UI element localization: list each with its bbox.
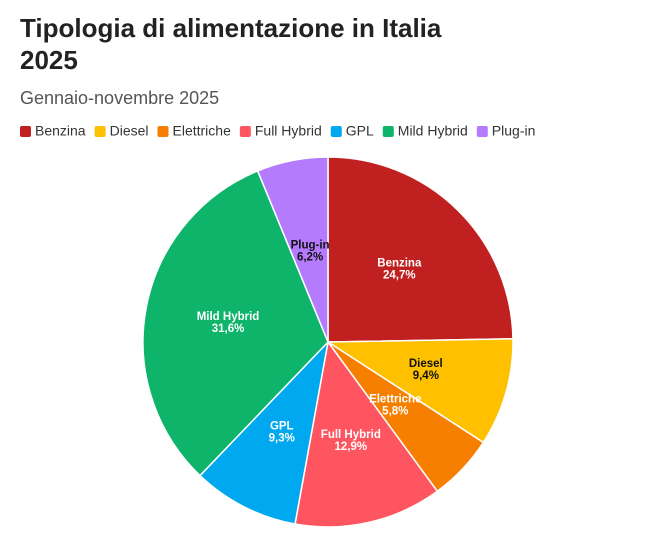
pie-slice [256,156,329,343]
legend-swatch [330,126,342,137]
slice-label-value: 9,3% [269,433,295,445]
slice-label-name: Benzina [377,257,422,269]
legend-label: Plug-in [492,123,536,139]
slice-label-value: 5,8% [382,406,408,418]
slice-label-name: Plug-in [291,239,330,251]
slice-label-name: Diesel [409,358,443,370]
pie-slice [198,339,330,525]
slice-label-name: GPL [270,421,294,433]
legend-label: Diesel [110,123,149,139]
legend-swatch [20,126,31,137]
slice-label-value: 24,7% [383,269,416,281]
chart-title: Tipologia di alimentazione in Italia 2025 [20,13,442,75]
legend-swatch [94,126,106,137]
legend-label: GPL [346,123,374,139]
slice-label-value: 12,9% [335,441,368,453]
slice-label-name: Elettriche [369,394,421,406]
slice-label-name: Mild Hybrid [197,311,260,323]
legend-swatch [476,126,488,137]
pie-slice [325,338,514,444]
pie-slice [142,169,329,477]
legend-swatch [239,126,251,137]
slice-label-value: 31,6% [212,323,245,335]
legend-swatch [382,126,394,137]
pie-slice [294,340,439,528]
legend-label: Mild Hybrid [398,123,468,139]
slice-label-value: 6,2% [297,251,323,263]
legend-label: Elettriche [173,123,232,139]
slice-label-name: Full Hybrid [321,429,381,441]
slice-label-value: 9,4% [413,370,439,382]
legend: Benzina Diesel Elettriche Full Hybrid GPL Mil… [20,123,535,139]
chart-subtitle: Gennaio-novembre 2025 [20,88,219,108]
legend-swatch [157,126,169,137]
pie-slice [327,156,514,343]
legend-label: Benzina [35,123,86,139]
legend-label: Full Hybrid [255,123,322,139]
